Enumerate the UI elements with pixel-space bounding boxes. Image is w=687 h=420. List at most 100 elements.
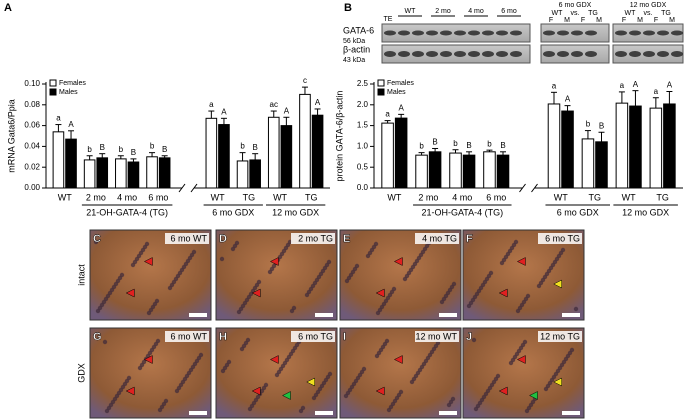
x-tick-label: WT (273, 192, 287, 202)
arrowhead (281, 391, 291, 400)
blot-band (468, 51, 480, 57)
significance-letter: c (303, 76, 307, 85)
significance-letter: A (633, 80, 639, 89)
lane-label: 4 mo (468, 8, 484, 15)
arrowhead (251, 386, 261, 396)
sub-label: WT (552, 10, 564, 17)
y-tick-label: 0.04 (24, 142, 40, 151)
nucleus (488, 270, 494, 276)
significance-letter: B (100, 143, 105, 152)
blot-band (671, 30, 683, 36)
sex-label: M (564, 17, 570, 24)
bar (127, 161, 140, 189)
panel-letter: E (343, 233, 350, 245)
y-tick-label: 2.0 (357, 100, 369, 109)
y-tick-label: 0.02 (24, 162, 40, 171)
nucleus (126, 375, 132, 381)
significance-letter: B (599, 121, 604, 130)
y-axis-label: mRNA Gata6/Ppia (6, 99, 16, 173)
blot-band (510, 51, 522, 57)
panel-letter: B (344, 2, 352, 14)
bar (280, 125, 293, 189)
nucleus (291, 305, 297, 311)
blot-band (384, 30, 396, 36)
caption-bg (538, 233, 582, 244)
legend-label: Males (59, 89, 78, 96)
nucleus (354, 263, 360, 269)
significance-letter: ac (270, 100, 278, 109)
nucleus (560, 247, 566, 253)
significance-letter: A (284, 106, 290, 115)
legend-swatch (49, 79, 57, 87)
significance-letter: B (500, 141, 505, 150)
panel-caption: 6 mo WT (170, 331, 207, 341)
bar (394, 117, 408, 189)
nucleus (451, 281, 457, 287)
legend-label: Females (59, 80, 86, 87)
bar (218, 124, 230, 189)
arrowhead (143, 257, 153, 266)
arrowhead (553, 279, 562, 289)
panel-caption: 6 mo WT (170, 233, 207, 243)
row-label: intact (76, 264, 86, 286)
nucleus (525, 293, 531, 299)
panel-caption: 2 mo TG (298, 233, 333, 243)
significance-letter: A (68, 120, 74, 129)
nucleus (513, 239, 519, 245)
nucleus (391, 286, 397, 292)
x-tick-label: 6 mo (486, 192, 506, 202)
blot-band (468, 30, 480, 36)
blot-band (398, 30, 410, 36)
panel-letter: F (466, 233, 473, 245)
nucleus (144, 241, 150, 247)
blot-band (643, 30, 655, 36)
bar (267, 116, 280, 189)
significance-letter: b (87, 145, 92, 154)
legend-swatch (49, 88, 57, 96)
x-tick-label: WT (622, 192, 636, 202)
significance-letter: A (315, 98, 321, 107)
bar (615, 102, 629, 189)
blot-band (510, 30, 522, 36)
bar (663, 103, 676, 189)
significance-letter: a (552, 81, 557, 90)
caption-bg (291, 233, 335, 244)
y-tick-label: 0.00 (24, 183, 40, 192)
nucleus (163, 398, 169, 404)
panel-caption: 6 mo TG (298, 331, 333, 341)
blot-band (657, 30, 669, 36)
nucleus (154, 298, 160, 304)
significance-letter: A (221, 107, 227, 116)
sub-label: TG (588, 10, 598, 17)
bar (158, 157, 171, 189)
arrowhead (125, 386, 135, 396)
arrowhead (498, 386, 508, 396)
panel-caption: 12 mo TG (540, 331, 580, 341)
bar (83, 159, 96, 189)
panel-caption: 6 mo TG (545, 233, 580, 243)
significance-letter: a (654, 87, 659, 96)
bar (629, 105, 642, 189)
nucleus (198, 352, 204, 358)
blot-band (557, 51, 569, 57)
group-label: 6 mo GDX (559, 2, 592, 9)
axis-break (531, 183, 538, 193)
nucleus (119, 272, 125, 278)
significance-letter: B (162, 145, 167, 154)
nucleus (450, 396, 456, 402)
bar (649, 107, 663, 189)
x-tick-label: 2 mo (418, 192, 438, 202)
blot-band (426, 51, 438, 57)
x-tick-label: WT (554, 192, 568, 202)
blot-band (629, 51, 641, 57)
blot-band (585, 30, 597, 36)
nucleus (398, 389, 404, 395)
caption-bg (415, 233, 459, 244)
blot-band (454, 30, 466, 36)
arrowhead (269, 355, 279, 364)
panel-caption: 12 mo WT (415, 331, 457, 341)
blot-band (440, 30, 452, 36)
panel-letter: J (466, 331, 472, 343)
x-tick-label: TG (588, 192, 601, 202)
